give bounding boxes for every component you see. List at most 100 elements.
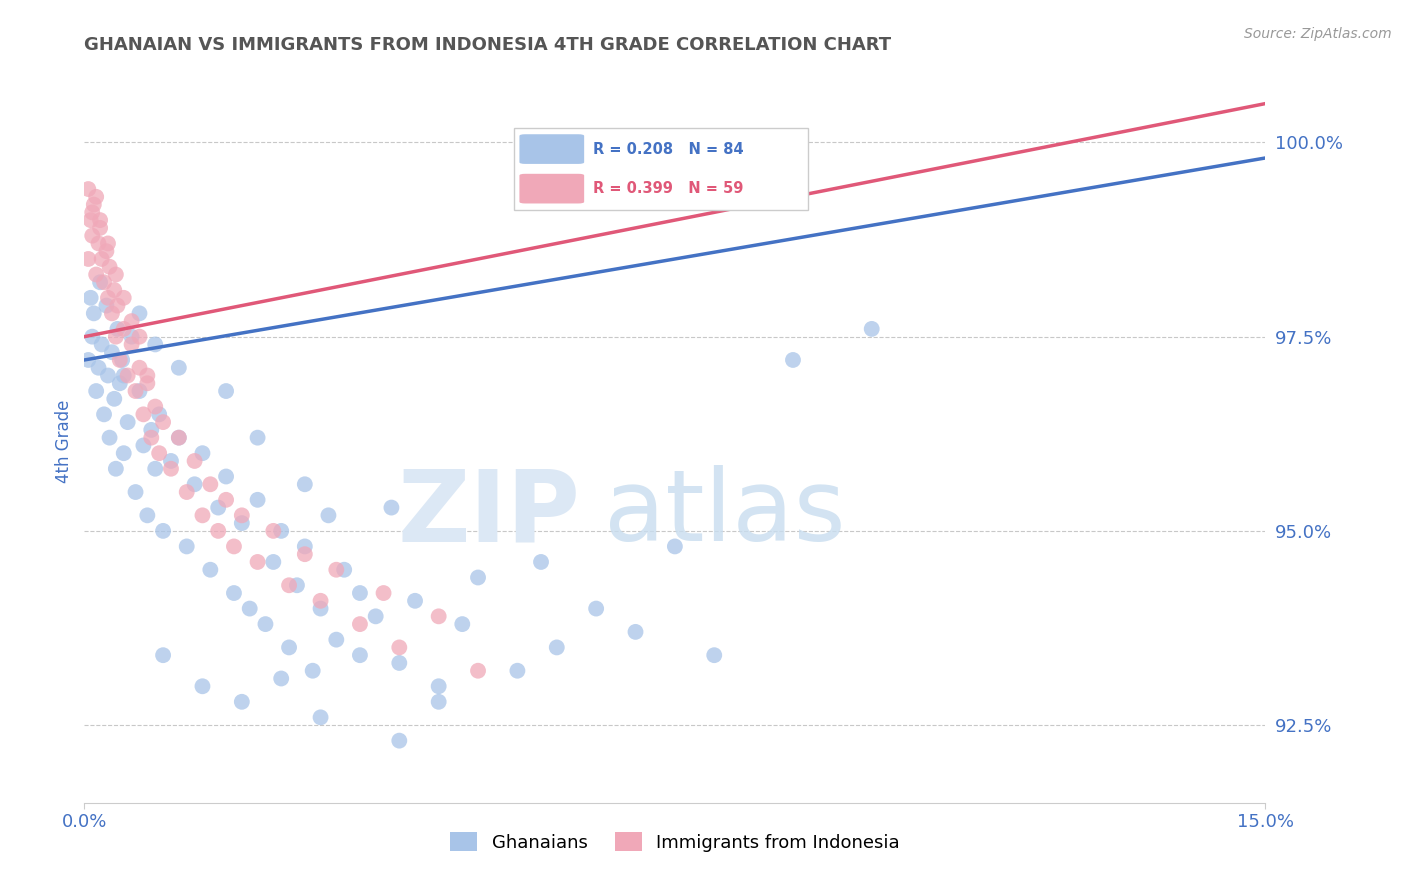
Point <box>333 563 356 577</box>
Text: R = 0.399   N = 59: R = 0.399 N = 59 <box>593 181 744 196</box>
Point <box>128 306 150 320</box>
Point <box>222 586 245 600</box>
Point <box>121 329 143 343</box>
Point <box>128 329 150 343</box>
Point <box>132 438 155 452</box>
Point <box>270 524 292 538</box>
Point <box>107 299 129 313</box>
Point <box>97 236 120 251</box>
Point <box>128 384 150 398</box>
Point <box>388 733 411 747</box>
Point <box>200 563 222 577</box>
Point <box>349 617 371 632</box>
Point <box>93 408 115 422</box>
Point <box>112 368 135 383</box>
Point <box>364 609 387 624</box>
Point <box>117 415 139 429</box>
Point <box>207 524 229 538</box>
Point <box>152 415 174 429</box>
Point <box>77 353 100 368</box>
Point <box>96 244 118 259</box>
Point <box>112 291 135 305</box>
Point <box>148 408 170 422</box>
Point <box>301 664 323 678</box>
Point <box>107 322 129 336</box>
FancyBboxPatch shape <box>519 134 583 164</box>
Point <box>160 454 183 468</box>
Point <box>349 648 371 663</box>
Point <box>309 601 332 615</box>
Point <box>215 469 238 483</box>
Point <box>98 431 121 445</box>
Point <box>222 540 245 554</box>
FancyBboxPatch shape <box>519 174 583 203</box>
Point <box>108 376 131 391</box>
Point <box>451 617 474 632</box>
Point <box>104 461 127 475</box>
Point <box>246 492 269 507</box>
Point <box>231 508 253 523</box>
Point <box>152 524 174 538</box>
Point <box>664 540 686 554</box>
Point <box>97 291 120 305</box>
Point <box>207 500 229 515</box>
Point <box>90 337 112 351</box>
Point <box>121 337 143 351</box>
Point <box>388 640 411 655</box>
Point <box>294 477 316 491</box>
Point <box>215 492 238 507</box>
Point <box>82 205 104 219</box>
Point <box>143 400 166 414</box>
Point <box>77 252 100 266</box>
Point <box>231 695 253 709</box>
Point <box>84 384 107 398</box>
Point <box>309 710 332 724</box>
Point <box>176 485 198 500</box>
Point <box>79 213 101 227</box>
Point <box>506 664 529 678</box>
Point <box>148 446 170 460</box>
Text: atlas: atlas <box>605 466 845 562</box>
Point <box>97 368 120 383</box>
Point <box>128 360 150 375</box>
Point <box>84 268 107 282</box>
Point <box>427 695 450 709</box>
Point <box>101 345 124 359</box>
FancyBboxPatch shape <box>513 128 808 211</box>
Point <box>136 508 159 523</box>
Point <box>136 376 159 391</box>
Text: GHANAIAN VS IMMIGRANTS FROM INDONESIA 4TH GRADE CORRELATION CHART: GHANAIAN VS IMMIGRANTS FROM INDONESIA 4T… <box>84 36 891 54</box>
Point <box>427 609 450 624</box>
Point <box>83 197 105 211</box>
Point <box>167 360 190 375</box>
Point <box>270 672 292 686</box>
Point <box>467 664 489 678</box>
Point <box>93 275 115 289</box>
Point <box>136 368 159 383</box>
Point <box>176 540 198 554</box>
Point <box>89 275 111 289</box>
Point <box>83 306 105 320</box>
Legend: Ghanaians, Immigrants from Indonesia: Ghanaians, Immigrants from Indonesia <box>443 825 907 859</box>
Point <box>349 586 371 600</box>
Point <box>79 291 101 305</box>
Point <box>239 601 262 615</box>
Point <box>262 524 284 538</box>
Text: Source: ZipAtlas.com: Source: ZipAtlas.com <box>1244 27 1392 41</box>
Point <box>82 228 104 243</box>
Point <box>309 594 332 608</box>
Point <box>167 431 190 445</box>
Point <box>325 632 347 647</box>
Point <box>124 485 146 500</box>
Point <box>167 431 190 445</box>
Point <box>246 431 269 445</box>
Point <box>103 283 125 297</box>
Point <box>546 640 568 655</box>
Point <box>703 648 725 663</box>
Point <box>132 408 155 422</box>
Point <box>467 570 489 584</box>
Point <box>111 353 134 368</box>
Point <box>246 555 269 569</box>
Point <box>124 384 146 398</box>
Point <box>121 314 143 328</box>
